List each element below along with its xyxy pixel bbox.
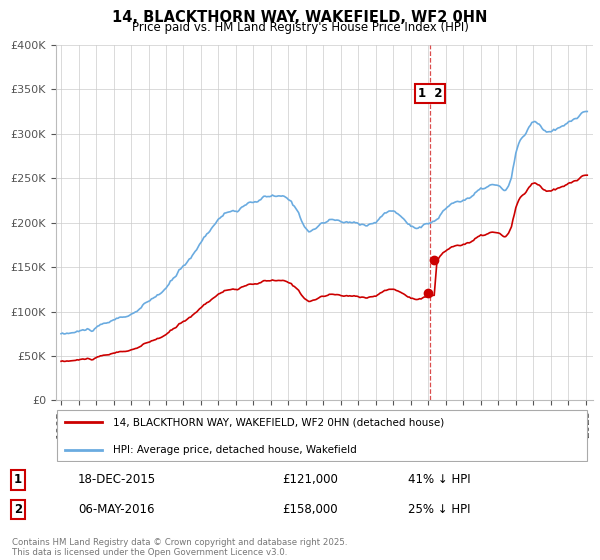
Text: 14, BLACKTHORN WAY, WAKEFIELD, WF2 0HN (detached house): 14, BLACKTHORN WAY, WAKEFIELD, WF2 0HN (… [113, 417, 445, 427]
Text: 2: 2 [14, 503, 22, 516]
Text: Contains HM Land Registry data © Crown copyright and database right 2025.
This d: Contains HM Land Registry data © Crown c… [12, 538, 347, 557]
Text: 18-DEC-2015: 18-DEC-2015 [78, 473, 156, 487]
Text: 06-MAY-2016: 06-MAY-2016 [78, 503, 155, 516]
Text: Price paid vs. HM Land Registry's House Price Index (HPI): Price paid vs. HM Land Registry's House … [131, 21, 469, 34]
Text: HPI: Average price, detached house, Wakefield: HPI: Average price, detached house, Wake… [113, 445, 357, 455]
FancyBboxPatch shape [56, 410, 587, 461]
Text: 41% ↓ HPI: 41% ↓ HPI [408, 473, 470, 487]
Text: 1  2: 1 2 [418, 87, 442, 100]
Text: 1: 1 [14, 473, 22, 487]
Text: 14, BLACKTHORN WAY, WAKEFIELD, WF2 0HN: 14, BLACKTHORN WAY, WAKEFIELD, WF2 0HN [112, 10, 488, 25]
Text: 25% ↓ HPI: 25% ↓ HPI [408, 503, 470, 516]
Text: £158,000: £158,000 [282, 503, 338, 516]
Text: £121,000: £121,000 [282, 473, 338, 487]
